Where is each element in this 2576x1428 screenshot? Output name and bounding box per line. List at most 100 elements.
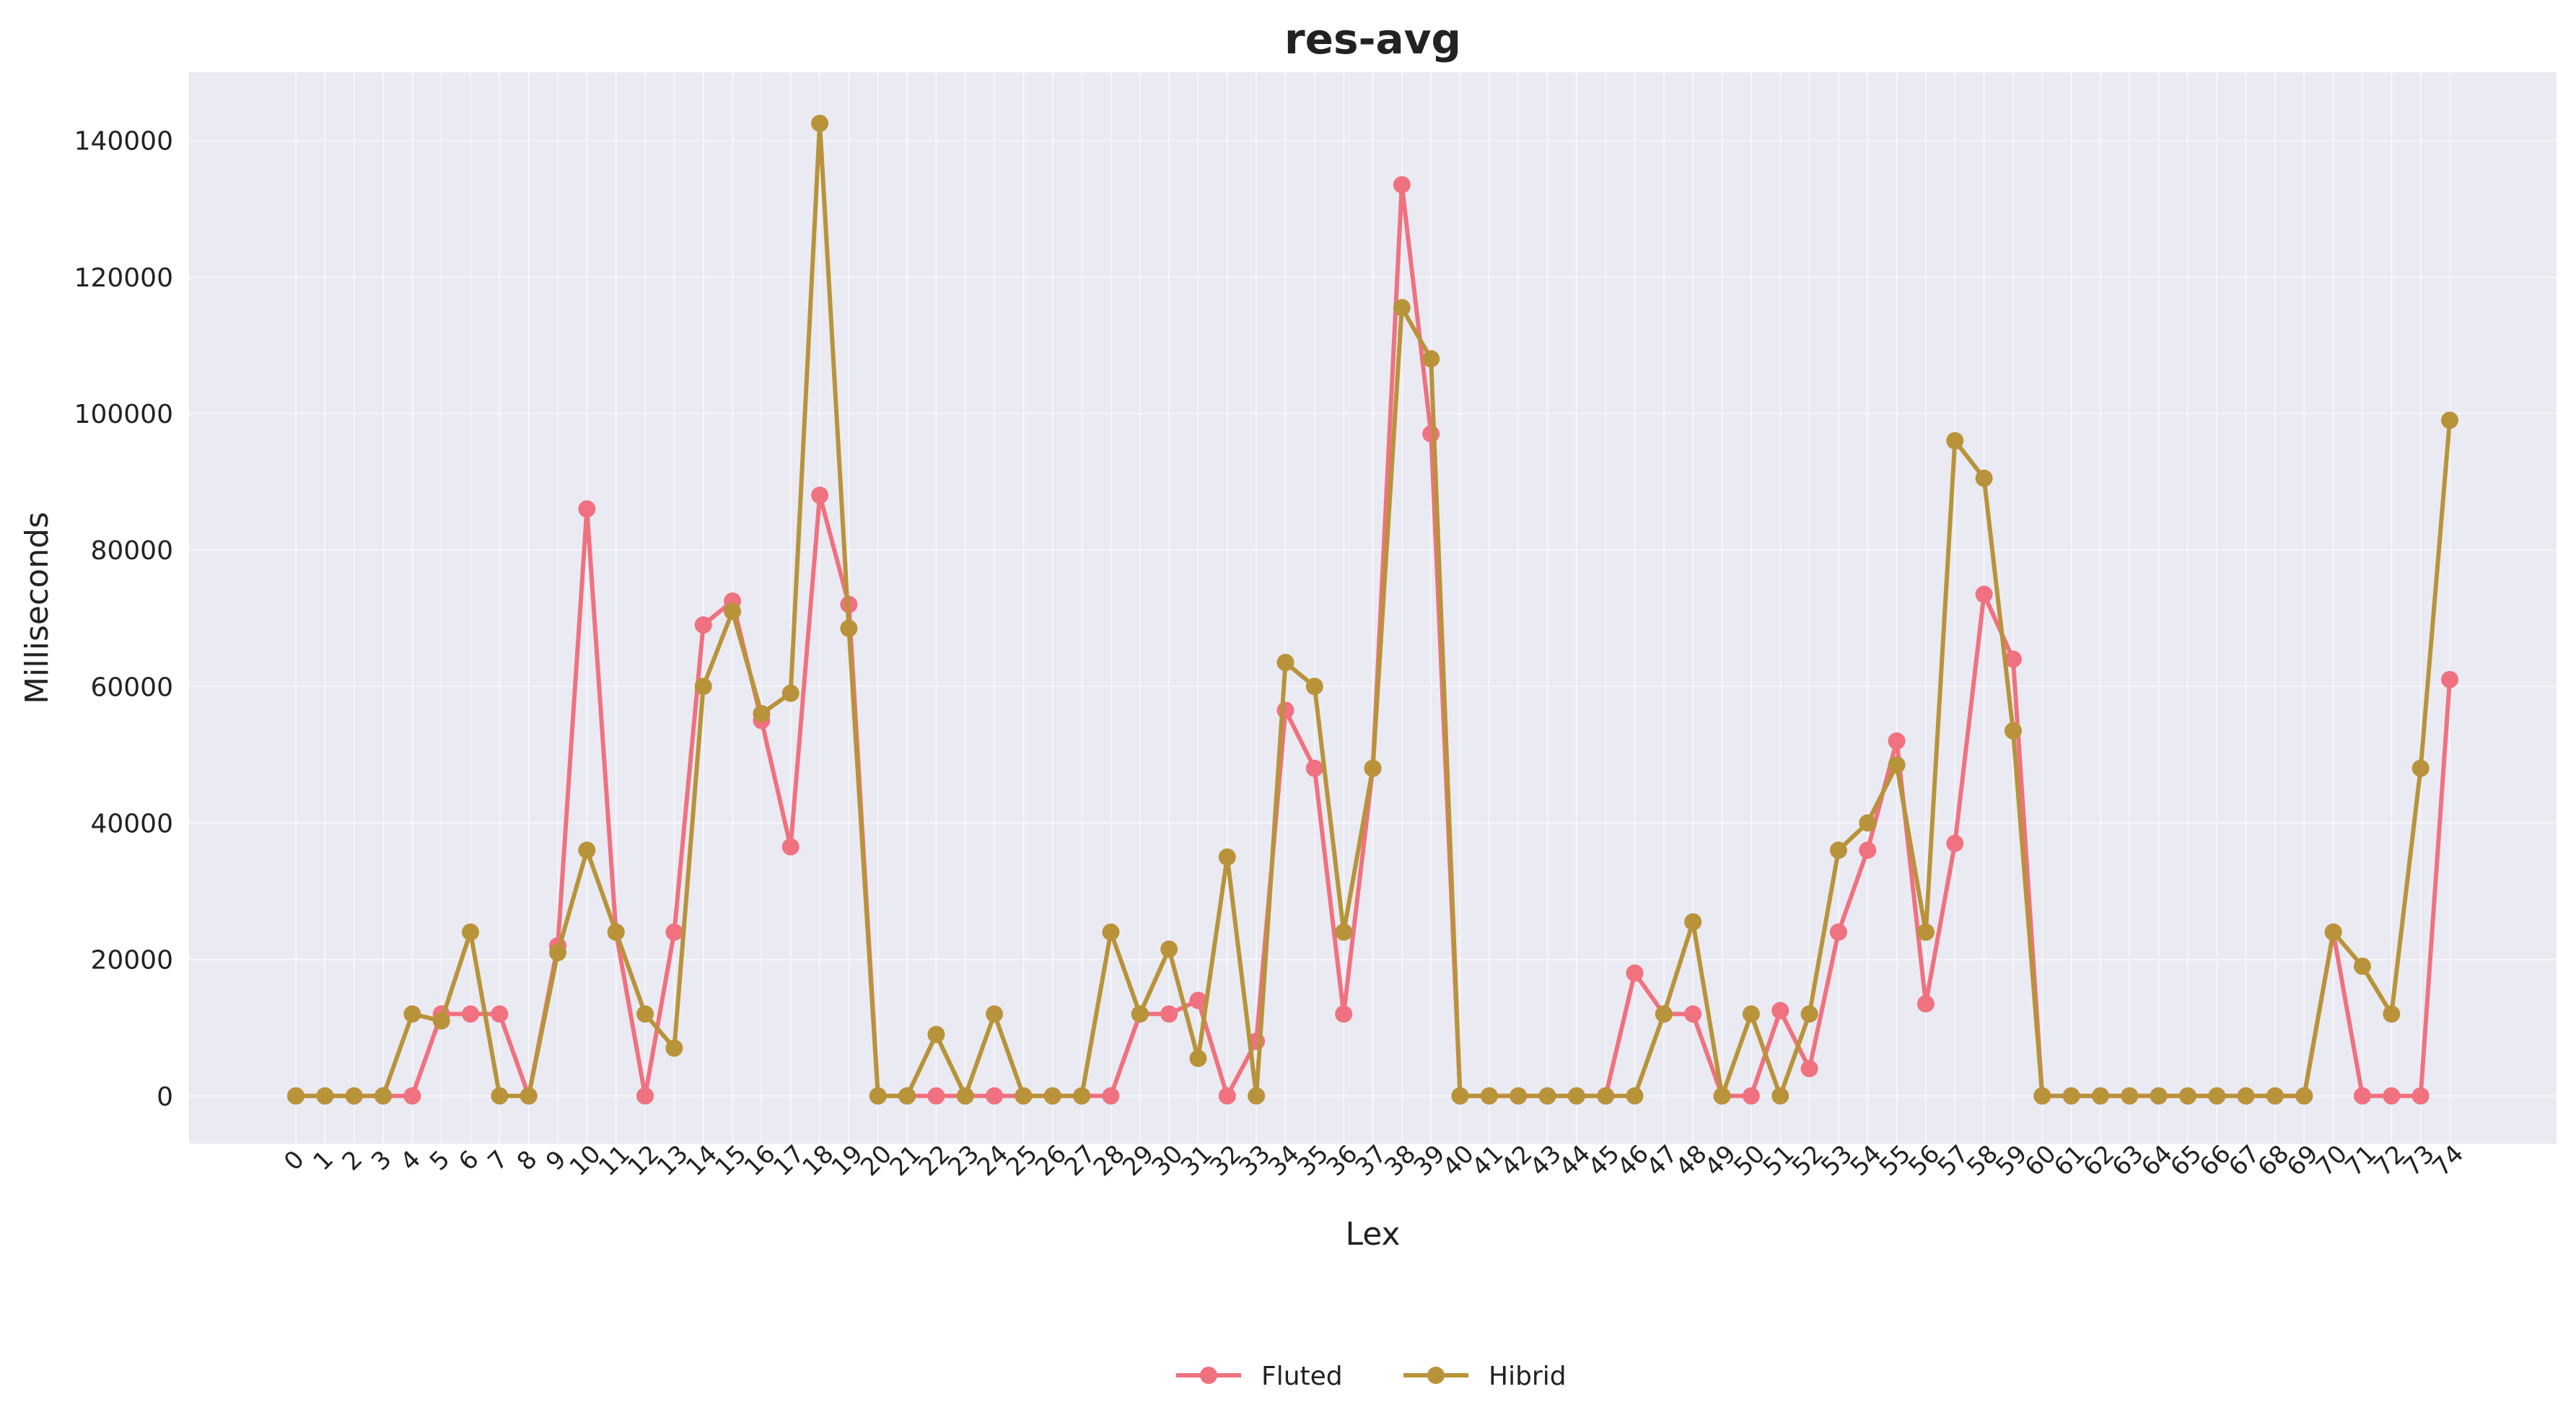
data-point-hibrid [1713,1087,1731,1105]
data-point-hibrid [1073,1087,1091,1105]
data-point-hibrid [2411,759,2430,777]
data-point-fluted [781,838,799,856]
data-point-fluted [636,1087,654,1105]
data-point-fluted [694,616,712,634]
data-point-fluted [1160,1005,1178,1023]
legend-label: Hibrid [1489,1362,1567,1391]
data-point-hibrid [781,684,799,702]
data-point-hibrid [898,1087,916,1105]
data-point-hibrid [2004,722,2022,740]
legend: Fluted Hibrid [1176,1362,1567,1391]
data-point-fluted [1888,732,1906,750]
data-point-fluted [1975,585,1993,603]
data-point-hibrid [1102,923,1120,941]
y-tick-label: 120000 [74,263,173,293]
data-point-fluted [2441,670,2458,688]
data-point-hibrid [1742,1005,1760,1023]
data-point-hibrid [374,1087,393,1105]
data-point-hibrid [811,114,829,132]
data-point-hibrid [1248,1087,1266,1105]
x-axis-label: Lex [1345,1216,1400,1253]
data-point-hibrid [2178,1087,2196,1105]
y-tick-label: 80000 [90,536,173,566]
grid [189,72,2557,1144]
chart-title: res-avg [1284,14,1461,63]
data-point-hibrid [2091,1087,2109,1105]
data-point-fluted [1829,923,1847,941]
legend-item-fluted: Fluted [1176,1362,1343,1391]
data-point-hibrid [1597,1087,1615,1105]
data-point-hibrid [1888,756,1906,774]
y-axis-label: Milliseconds [19,512,56,704]
data-point-hibrid [1422,350,1440,368]
data-point-hibrid [607,923,625,941]
data-point-hibrid [840,619,858,637]
data-point-hibrid [1655,1005,1673,1023]
data-point-hibrid [2324,923,2342,941]
data-point-hibrid [694,678,712,696]
legend-marker [1200,1367,1217,1384]
y-tick-label: 100000 [74,400,173,429]
data-point-hibrid [724,603,742,621]
data-point-fluted [1218,1087,1236,1105]
data-point-hibrid [1131,1005,1149,1023]
data-point-hibrid [287,1087,305,1105]
data-point-hibrid [1771,1087,1789,1105]
data-point-fluted [1800,1059,1818,1077]
data-point-fluted [403,1087,421,1105]
data-point-hibrid [636,1005,654,1023]
data-point-hibrid [1946,432,1964,450]
y-tick-label: 140000 [74,127,173,157]
data-point-hibrid [1393,299,1411,317]
data-point-hibrid [2033,1087,2051,1105]
data-point-hibrid [1305,678,1323,696]
data-point-hibrid [1218,848,1236,866]
data-point-hibrid [2237,1087,2255,1105]
legend-label: Fluted [1261,1362,1343,1391]
data-point-fluted [1102,1087,1120,1105]
data-point-hibrid [1015,1087,1033,1105]
data-point-hibrid [1567,1087,1585,1105]
y-tick-label: 40000 [90,809,173,838]
data-point-fluted [2004,650,2022,668]
data-point-fluted [1189,991,1207,1009]
data-point-fluted [1276,701,1294,719]
data-point-fluted [2411,1087,2430,1105]
data-point-fluted [1916,995,1935,1013]
data-point-hibrid [869,1087,887,1105]
data-point-hibrid [1684,913,1702,931]
data-point-hibrid [956,1087,974,1105]
data-point-hibrid [1276,654,1294,672]
data-point-hibrid [1451,1087,1469,1105]
data-point-fluted [2383,1087,2401,1105]
data-point-fluted [1393,176,1411,194]
data-point-hibrid [2295,1087,2313,1105]
data-point-hibrid [432,1012,450,1030]
data-point-hibrid [2353,958,2371,976]
data-point-hibrid [1800,1005,1818,1023]
legend-marker [1427,1367,1445,1384]
data-point-hibrid [2383,1005,2401,1023]
data-point-hibrid [578,841,596,859]
legend-item-hibrid: Hibrid [1403,1362,1567,1391]
y-tick-label: 20000 [90,946,173,976]
data-point-fluted [491,1005,509,1023]
data-point-hibrid [403,1005,421,1023]
data-point-hibrid [1829,841,1847,859]
data-point-fluted [927,1087,945,1105]
data-point-fluted [462,1005,480,1023]
data-point-hibrid [1160,940,1178,958]
data-point-hibrid [1626,1087,1644,1105]
data-point-hibrid [462,923,480,941]
data-point-hibrid [1538,1087,1556,1105]
data-point-hibrid [927,1025,945,1043]
data-point-hibrid [1043,1087,1061,1105]
data-point-hibrid [1364,759,1382,777]
y-tick-label: 0 [157,1082,173,1112]
data-point-hibrid [2150,1087,2168,1105]
series-layer [287,114,2458,1105]
data-point-fluted [1684,1005,1702,1023]
data-point-fluted [1946,834,1964,852]
data-point-hibrid [345,1087,363,1105]
